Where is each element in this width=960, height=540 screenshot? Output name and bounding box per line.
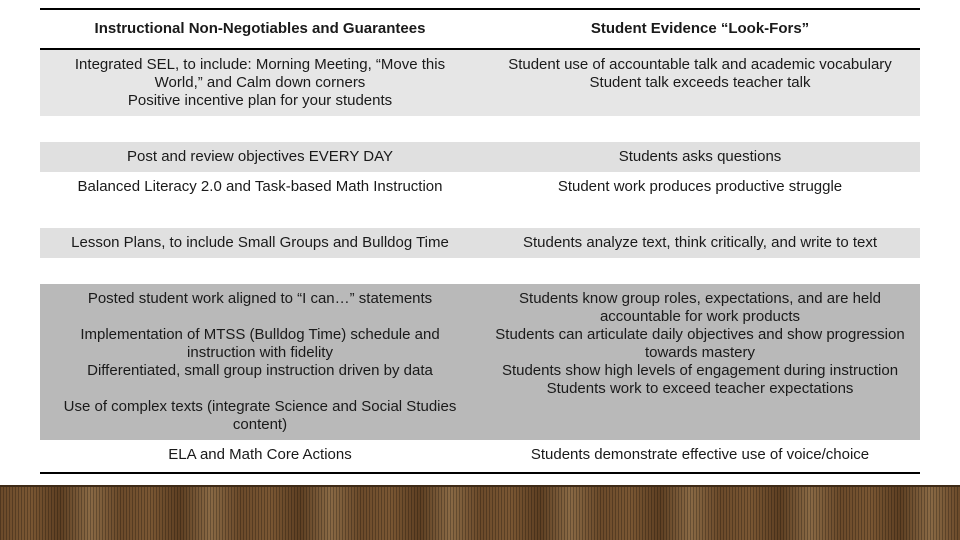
comparison-table: Instructional Non-Negotiables and Guaran… bbox=[40, 8, 920, 474]
table-row: Posted student work aligned to “I can…” … bbox=[40, 284, 920, 440]
cell-text: Students work to exceed teacher expectat… bbox=[490, 380, 910, 398]
cell-text bbox=[50, 308, 470, 326]
cell-left: Lesson Plans, to include Small Groups an… bbox=[40, 228, 480, 258]
cell-right: Students know group roles, expectations,… bbox=[480, 284, 920, 440]
table-spacer bbox=[40, 116, 920, 142]
cell-left: Balanced Literacy 2.0 and Task-based Mat… bbox=[40, 172, 480, 202]
table-row: Post and review objectives EVERY DAY Stu… bbox=[40, 142, 920, 172]
cell-text: Students know group roles, expectations,… bbox=[490, 290, 910, 326]
cell-text: Students show high levels of engagement … bbox=[490, 362, 910, 380]
col-header-right: Student Evidence “Look-Fors” bbox=[480, 8, 920, 50]
col-header-left: Instructional Non-Negotiables and Guaran… bbox=[40, 8, 480, 50]
cell-left: Posted student work aligned to “I can…” … bbox=[40, 284, 480, 440]
cell-text: Integrated SEL, to include: Morning Meet… bbox=[50, 56, 470, 92]
cell-text: Students can articulate daily objectives… bbox=[490, 326, 910, 362]
cell-left: ELA and Math Core Actions bbox=[40, 440, 480, 474]
table-row: ELA and Math Core Actions Students demon… bbox=[40, 440, 920, 474]
cell-right: Students asks questions bbox=[480, 142, 920, 172]
cell-right: Student work produces productive struggl… bbox=[480, 172, 920, 202]
cell-right: Student use of accountable talk and acad… bbox=[480, 50, 920, 116]
table-spacer bbox=[40, 202, 920, 228]
spacer bbox=[480, 116, 920, 142]
cell-text: Use of complex texts (integrate Science … bbox=[50, 398, 470, 434]
spacer bbox=[40, 116, 480, 142]
cell-text bbox=[50, 380, 470, 398]
table-row: Lesson Plans, to include Small Groups an… bbox=[40, 228, 920, 258]
wood-floor-decoration bbox=[0, 485, 960, 540]
cell-text: Student talk exceeds teacher talk bbox=[490, 74, 910, 92]
cell-right: Students demonstrate effective use of vo… bbox=[480, 440, 920, 474]
cell-text: Student use of accountable talk and acad… bbox=[490, 56, 910, 74]
cell-left: Integrated SEL, to include: Morning Meet… bbox=[40, 50, 480, 116]
table-row: Integrated SEL, to include: Morning Meet… bbox=[40, 50, 920, 116]
cell-left: Post and review objectives EVERY DAY bbox=[40, 142, 480, 172]
slide: Instructional Non-Negotiables and Guaran… bbox=[0, 0, 960, 540]
cell-text: Differentiated, small group instruction … bbox=[50, 362, 470, 380]
spacer bbox=[40, 258, 480, 284]
spacer bbox=[480, 202, 920, 228]
spacer bbox=[40, 202, 480, 228]
cell-text: Positive incentive plan for your student… bbox=[50, 92, 470, 110]
cell-text: Posted student work aligned to “I can…” … bbox=[50, 290, 470, 308]
spacer bbox=[480, 258, 920, 284]
table-row: Balanced Literacy 2.0 and Task-based Mat… bbox=[40, 172, 920, 202]
cell-text: Implementation of MTSS (Bulldog Time) sc… bbox=[50, 326, 470, 362]
table-header-row: Instructional Non-Negotiables and Guaran… bbox=[40, 8, 920, 50]
table-spacer bbox=[40, 258, 920, 284]
cell-right: Students analyze text, think critically,… bbox=[480, 228, 920, 258]
